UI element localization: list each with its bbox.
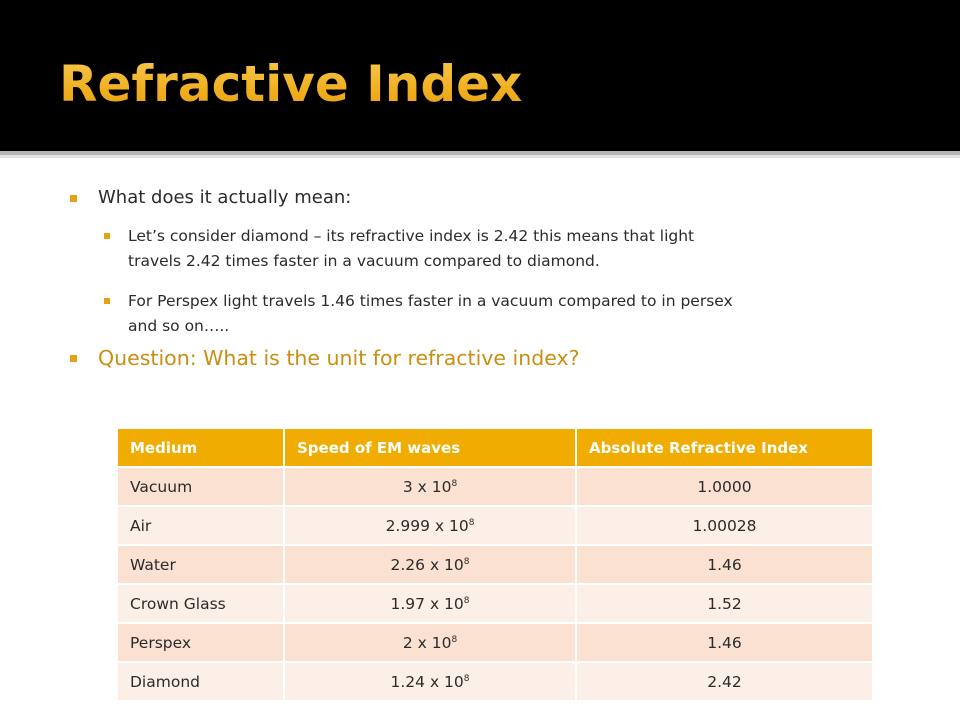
speed-base: 2.26 x 10 (390, 555, 464, 574)
table-row: Crown Glass 1.97 x 108 1.52 (118, 583, 872, 623)
cell-speed: 2 x 108 (284, 622, 577, 662)
speed-base: 1.24 x 10 (390, 672, 464, 691)
cell-index: 1.00028 (576, 505, 872, 545)
header-index: Absolute Refractive Index (576, 429, 872, 467)
cell-index: 1.46 (576, 544, 872, 584)
speed-base: 3 x 10 (402, 477, 452, 496)
sub-bullet-text-line2: travels 2.42 times faster in a vacuum co… (128, 252, 600, 270)
cell-speed: 2.999 x 108 (284, 505, 577, 545)
bullet-square-icon (70, 195, 77, 202)
title-divider (0, 151, 960, 155)
table-header-row: Medium Speed of EM waves Absolute Refrac… (118, 429, 872, 467)
cell-medium: Crown Glass (118, 583, 285, 623)
speed-exponent: 8 (451, 478, 458, 489)
sub-bullet-text-line1: For Perspex light travels 1.46 times fas… (128, 292, 733, 310)
speed-base: 1.97 x 10 (390, 594, 464, 613)
header-speed: Speed of EM waves (284, 429, 577, 467)
cell-speed: 1.97 x 108 (284, 583, 577, 623)
cell-speed: 2.26 x 108 (284, 544, 577, 584)
bullet-text: What does it actually mean: (98, 187, 352, 208)
speed-base: 2.999 x 10 (385, 516, 469, 535)
header-medium: Medium (118, 429, 285, 467)
table-row: Water 2.26 x 108 1.46 (118, 544, 872, 584)
bullet-square-icon (70, 355, 77, 362)
bullet-square-icon (104, 298, 110, 304)
cell-medium: Vacuum (118, 466, 285, 506)
cell-index: 1.52 (576, 583, 872, 623)
speed-exponent: 8 (463, 673, 470, 684)
bullet-question-meaning: What does it actually mean: (70, 186, 352, 210)
speed-exponent: 8 (451, 634, 458, 645)
cell-index: 1.0000 (576, 466, 872, 506)
cell-speed: 3 x 108 (284, 466, 577, 506)
bullet-square-icon (104, 233, 110, 239)
table-row: Vacuum 3 x 108 1.0000 (118, 466, 872, 506)
title-divider-light (0, 155, 960, 158)
slide-title: Refractive Index (59, 48, 522, 120)
cell-medium: Water (118, 544, 285, 584)
cell-medium: Air (118, 505, 285, 545)
sub-bullet-diamond: Let’s consider diamond – its refractive … (104, 224, 868, 274)
speed-base: 2 x 10 (402, 633, 452, 652)
title-bar: Refractive Index (0, 0, 960, 151)
cell-index: 2.42 (576, 661, 872, 700)
speed-exponent: 8 (463, 595, 470, 606)
speed-exponent: 8 (463, 556, 470, 567)
question-text: Question: What is the unit for refractiv… (98, 346, 580, 370)
sub-bullet-text-line1: Let’s consider diamond – its refractive … (128, 227, 695, 245)
cell-medium: Diamond (118, 661, 285, 700)
table-row: Diamond 1.24 x 108 2.42 (118, 661, 872, 700)
refractive-index-table: Medium Speed of EM waves Absolute Refrac… (118, 429, 872, 700)
cell-index: 1.46 (576, 622, 872, 662)
speed-exponent: 8 (468, 517, 475, 528)
sub-bullet-text-line2: and so on….. (128, 317, 230, 335)
cell-medium: Perspex (118, 622, 285, 662)
sub-bullet-perspex: For Perspex light travels 1.46 times fas… (104, 289, 868, 339)
table-row: Perspex 2 x 108 1.46 (118, 622, 872, 662)
bullet-question-unit: Question: What is the unit for refractiv… (70, 344, 580, 372)
cell-speed: 1.24 x 108 (284, 661, 577, 700)
table-row: Air 2.999 x 108 1.00028 (118, 505, 872, 545)
